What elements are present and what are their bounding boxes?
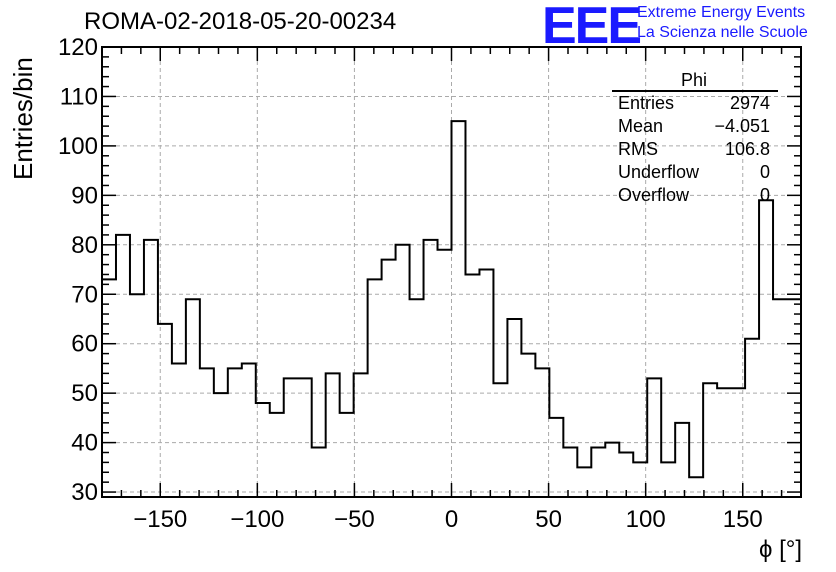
y-tick-label: 60 (71, 331, 98, 358)
stats-label: Overflow (618, 185, 690, 205)
x-tick-labels: −150 −100 −50 0 50 100 150 (133, 506, 763, 533)
x-axis-label: ϕ [°] (758, 536, 802, 563)
stats-value: 0 (759, 162, 770, 182)
y-tick-label: 120 (58, 34, 98, 61)
x-tick-label: 150 (723, 506, 763, 533)
y-tick-label: 50 (71, 380, 98, 407)
stats-divider (612, 90, 778, 92)
y-tick-label: 40 (71, 430, 98, 457)
chart-title: ROMA-02-2018-05-20-00234 (84, 8, 397, 35)
x-tick-label: 0 (445, 506, 458, 533)
y-tick-label: 90 (71, 182, 98, 209)
x-tick-label: −100 (230, 506, 284, 533)
stats-value: 0 (759, 185, 770, 205)
y-tick-labels: 30 40 50 60 70 80 90 100 110 120 (58, 34, 98, 506)
stats-value: −4.051 (714, 116, 770, 136)
stats-label: Entries (618, 93, 675, 113)
y-axis-label: Entries/bin (8, 57, 38, 180)
y-tick-label: 70 (71, 281, 98, 308)
x-tick-label: −150 (133, 506, 187, 533)
logo-line-2: La Scienza nelle Scuole (637, 24, 808, 41)
histogram-line (102, 120, 801, 479)
y-tick-label: 80 (71, 232, 98, 259)
stats-title: Phi (680, 70, 707, 90)
x-tick-label: −50 (334, 506, 375, 533)
y-tick-label: 100 (58, 133, 98, 160)
axis-ticks (101, 46, 802, 497)
eee-logo: EEE (542, 0, 642, 55)
stats-value: 2974 (729, 93, 770, 113)
y-tick-label: 110 (60, 83, 98, 110)
stats-label: Underflow (618, 162, 700, 182)
x-tick-label: 50 (535, 506, 562, 533)
logo-line-1: Extreme Energy Events (637, 4, 806, 21)
y-tick-label: 30 (71, 479, 98, 506)
x-tick-label: 100 (626, 506, 666, 533)
stats-label: Mean (618, 116, 664, 136)
grid-lines (102, 46, 801, 497)
stats-label: RMS (618, 139, 658, 159)
stats-value: 106.8 (724, 139, 770, 159)
